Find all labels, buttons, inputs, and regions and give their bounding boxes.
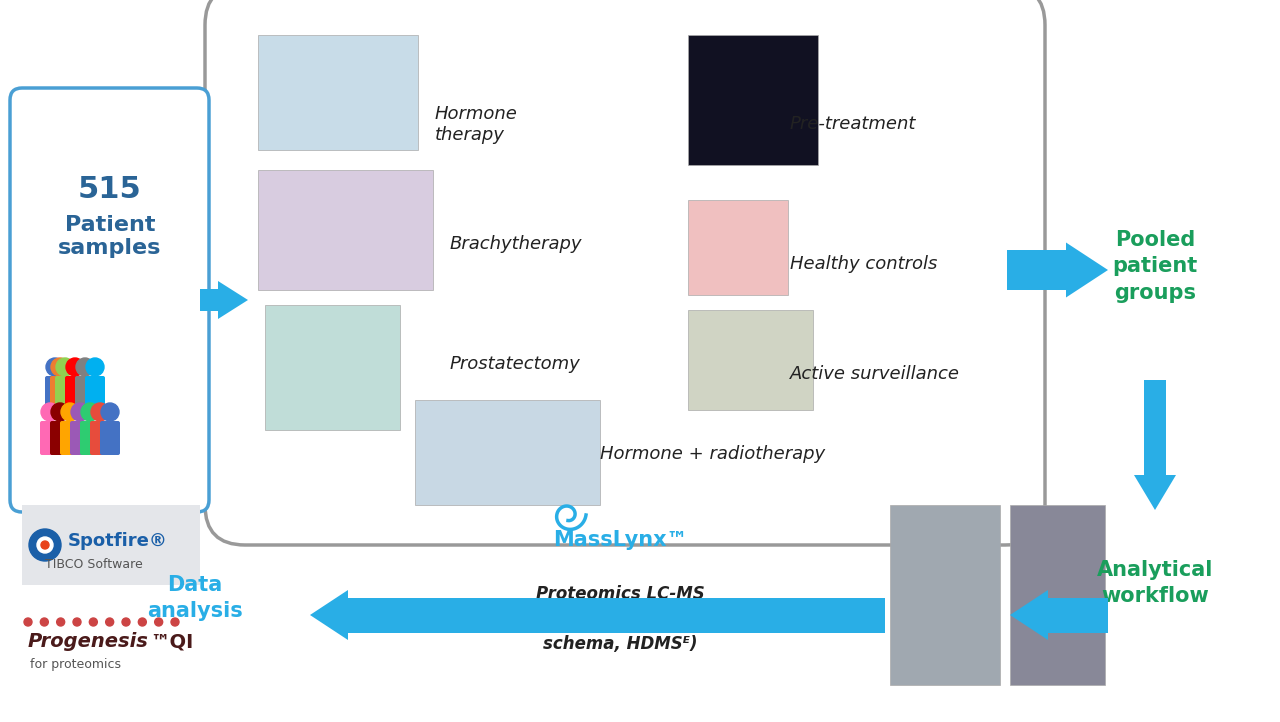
- Circle shape: [70, 403, 90, 421]
- Text: Analytical
workflow: Analytical workflow: [1097, 560, 1213, 606]
- Polygon shape: [1134, 475, 1176, 510]
- Text: Spotfire®: Spotfire®: [68, 532, 168, 550]
- Circle shape: [41, 403, 59, 421]
- FancyBboxPatch shape: [10, 88, 209, 512]
- FancyBboxPatch shape: [55, 376, 76, 410]
- Polygon shape: [1010, 590, 1048, 640]
- FancyBboxPatch shape: [100, 421, 120, 455]
- FancyBboxPatch shape: [65, 376, 84, 410]
- Polygon shape: [310, 590, 348, 640]
- FancyBboxPatch shape: [60, 421, 79, 455]
- Text: Proteomics LC-MS
(Discovery ion mobility
schema, HDMSᴱ): Proteomics LC-MS (Discovery ion mobility…: [512, 585, 728, 653]
- Text: Hormone
therapy: Hormone therapy: [435, 105, 518, 144]
- Text: Patient
samples: Patient samples: [59, 215, 161, 258]
- Text: TIBCO Software: TIBCO Software: [45, 558, 143, 571]
- Text: 515: 515: [78, 175, 142, 204]
- Circle shape: [101, 403, 119, 421]
- Circle shape: [67, 358, 84, 376]
- Circle shape: [37, 537, 52, 553]
- Circle shape: [61, 403, 79, 421]
- Circle shape: [86, 358, 104, 376]
- Text: Progenesis: Progenesis: [28, 632, 148, 651]
- Circle shape: [138, 618, 146, 626]
- Text: Healthy controls: Healthy controls: [790, 255, 937, 273]
- Bar: [1048, 598, 1108, 632]
- Bar: [689, 35, 818, 165]
- Circle shape: [106, 618, 114, 626]
- FancyBboxPatch shape: [205, 0, 1044, 545]
- Bar: [348, 598, 884, 632]
- Text: Prostatectomy: Prostatectomy: [451, 355, 581, 373]
- Circle shape: [172, 618, 179, 626]
- FancyBboxPatch shape: [76, 376, 95, 410]
- Text: for proteomics: for proteomics: [29, 658, 120, 671]
- Circle shape: [24, 618, 32, 626]
- Bar: [1144, 380, 1166, 475]
- FancyBboxPatch shape: [50, 421, 70, 455]
- Circle shape: [90, 618, 97, 626]
- Bar: [689, 310, 813, 410]
- Circle shape: [41, 618, 49, 626]
- Bar: [1010, 505, 1105, 685]
- Circle shape: [51, 358, 69, 376]
- Text: Brachytherapy: Brachytherapy: [451, 235, 582, 253]
- Text: Hormone + radiotherapy: Hormone + radiotherapy: [600, 445, 826, 463]
- Bar: [259, 35, 419, 150]
- Circle shape: [29, 529, 61, 561]
- Bar: [265, 305, 399, 430]
- Bar: [689, 200, 788, 295]
- Circle shape: [81, 403, 99, 421]
- FancyBboxPatch shape: [45, 376, 65, 410]
- FancyBboxPatch shape: [84, 376, 105, 410]
- Polygon shape: [1066, 243, 1108, 297]
- Text: Data
analysis: Data analysis: [147, 575, 243, 622]
- Circle shape: [46, 358, 64, 376]
- FancyBboxPatch shape: [40, 421, 60, 455]
- Circle shape: [155, 618, 163, 626]
- Circle shape: [41, 541, 49, 549]
- Circle shape: [51, 403, 69, 421]
- Bar: [259, 170, 433, 290]
- Polygon shape: [218, 281, 248, 319]
- Text: MassLynx™: MassLynx™: [553, 530, 687, 550]
- Text: ™QI: ™QI: [150, 632, 193, 651]
- Bar: [22, 505, 200, 585]
- Circle shape: [91, 403, 109, 421]
- Circle shape: [122, 618, 131, 626]
- FancyBboxPatch shape: [50, 376, 70, 410]
- Bar: [200, 289, 218, 311]
- Circle shape: [76, 358, 93, 376]
- FancyBboxPatch shape: [90, 421, 110, 455]
- Bar: [415, 400, 600, 505]
- FancyBboxPatch shape: [79, 421, 100, 455]
- Circle shape: [73, 618, 81, 626]
- Text: Active surveillance: Active surveillance: [790, 365, 960, 383]
- Text: Pre-treatment: Pre-treatment: [790, 115, 916, 133]
- Text: Pooled
patient
groups: Pooled patient groups: [1112, 230, 1198, 303]
- Circle shape: [56, 358, 74, 376]
- Bar: [1007, 250, 1066, 290]
- Circle shape: [56, 618, 65, 626]
- FancyBboxPatch shape: [70, 421, 90, 455]
- Bar: [890, 505, 1000, 685]
